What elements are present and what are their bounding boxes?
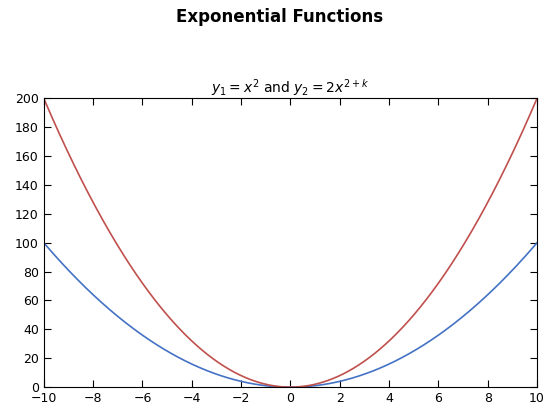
Title: $y_1 = x^2$ and $y_2 = 2x^{2+k}$: $y_1 = x^2$ and $y_2 = 2x^{2+k}$ — [211, 77, 370, 98]
Text: Exponential Functions: Exponential Functions — [176, 8, 384, 26]
